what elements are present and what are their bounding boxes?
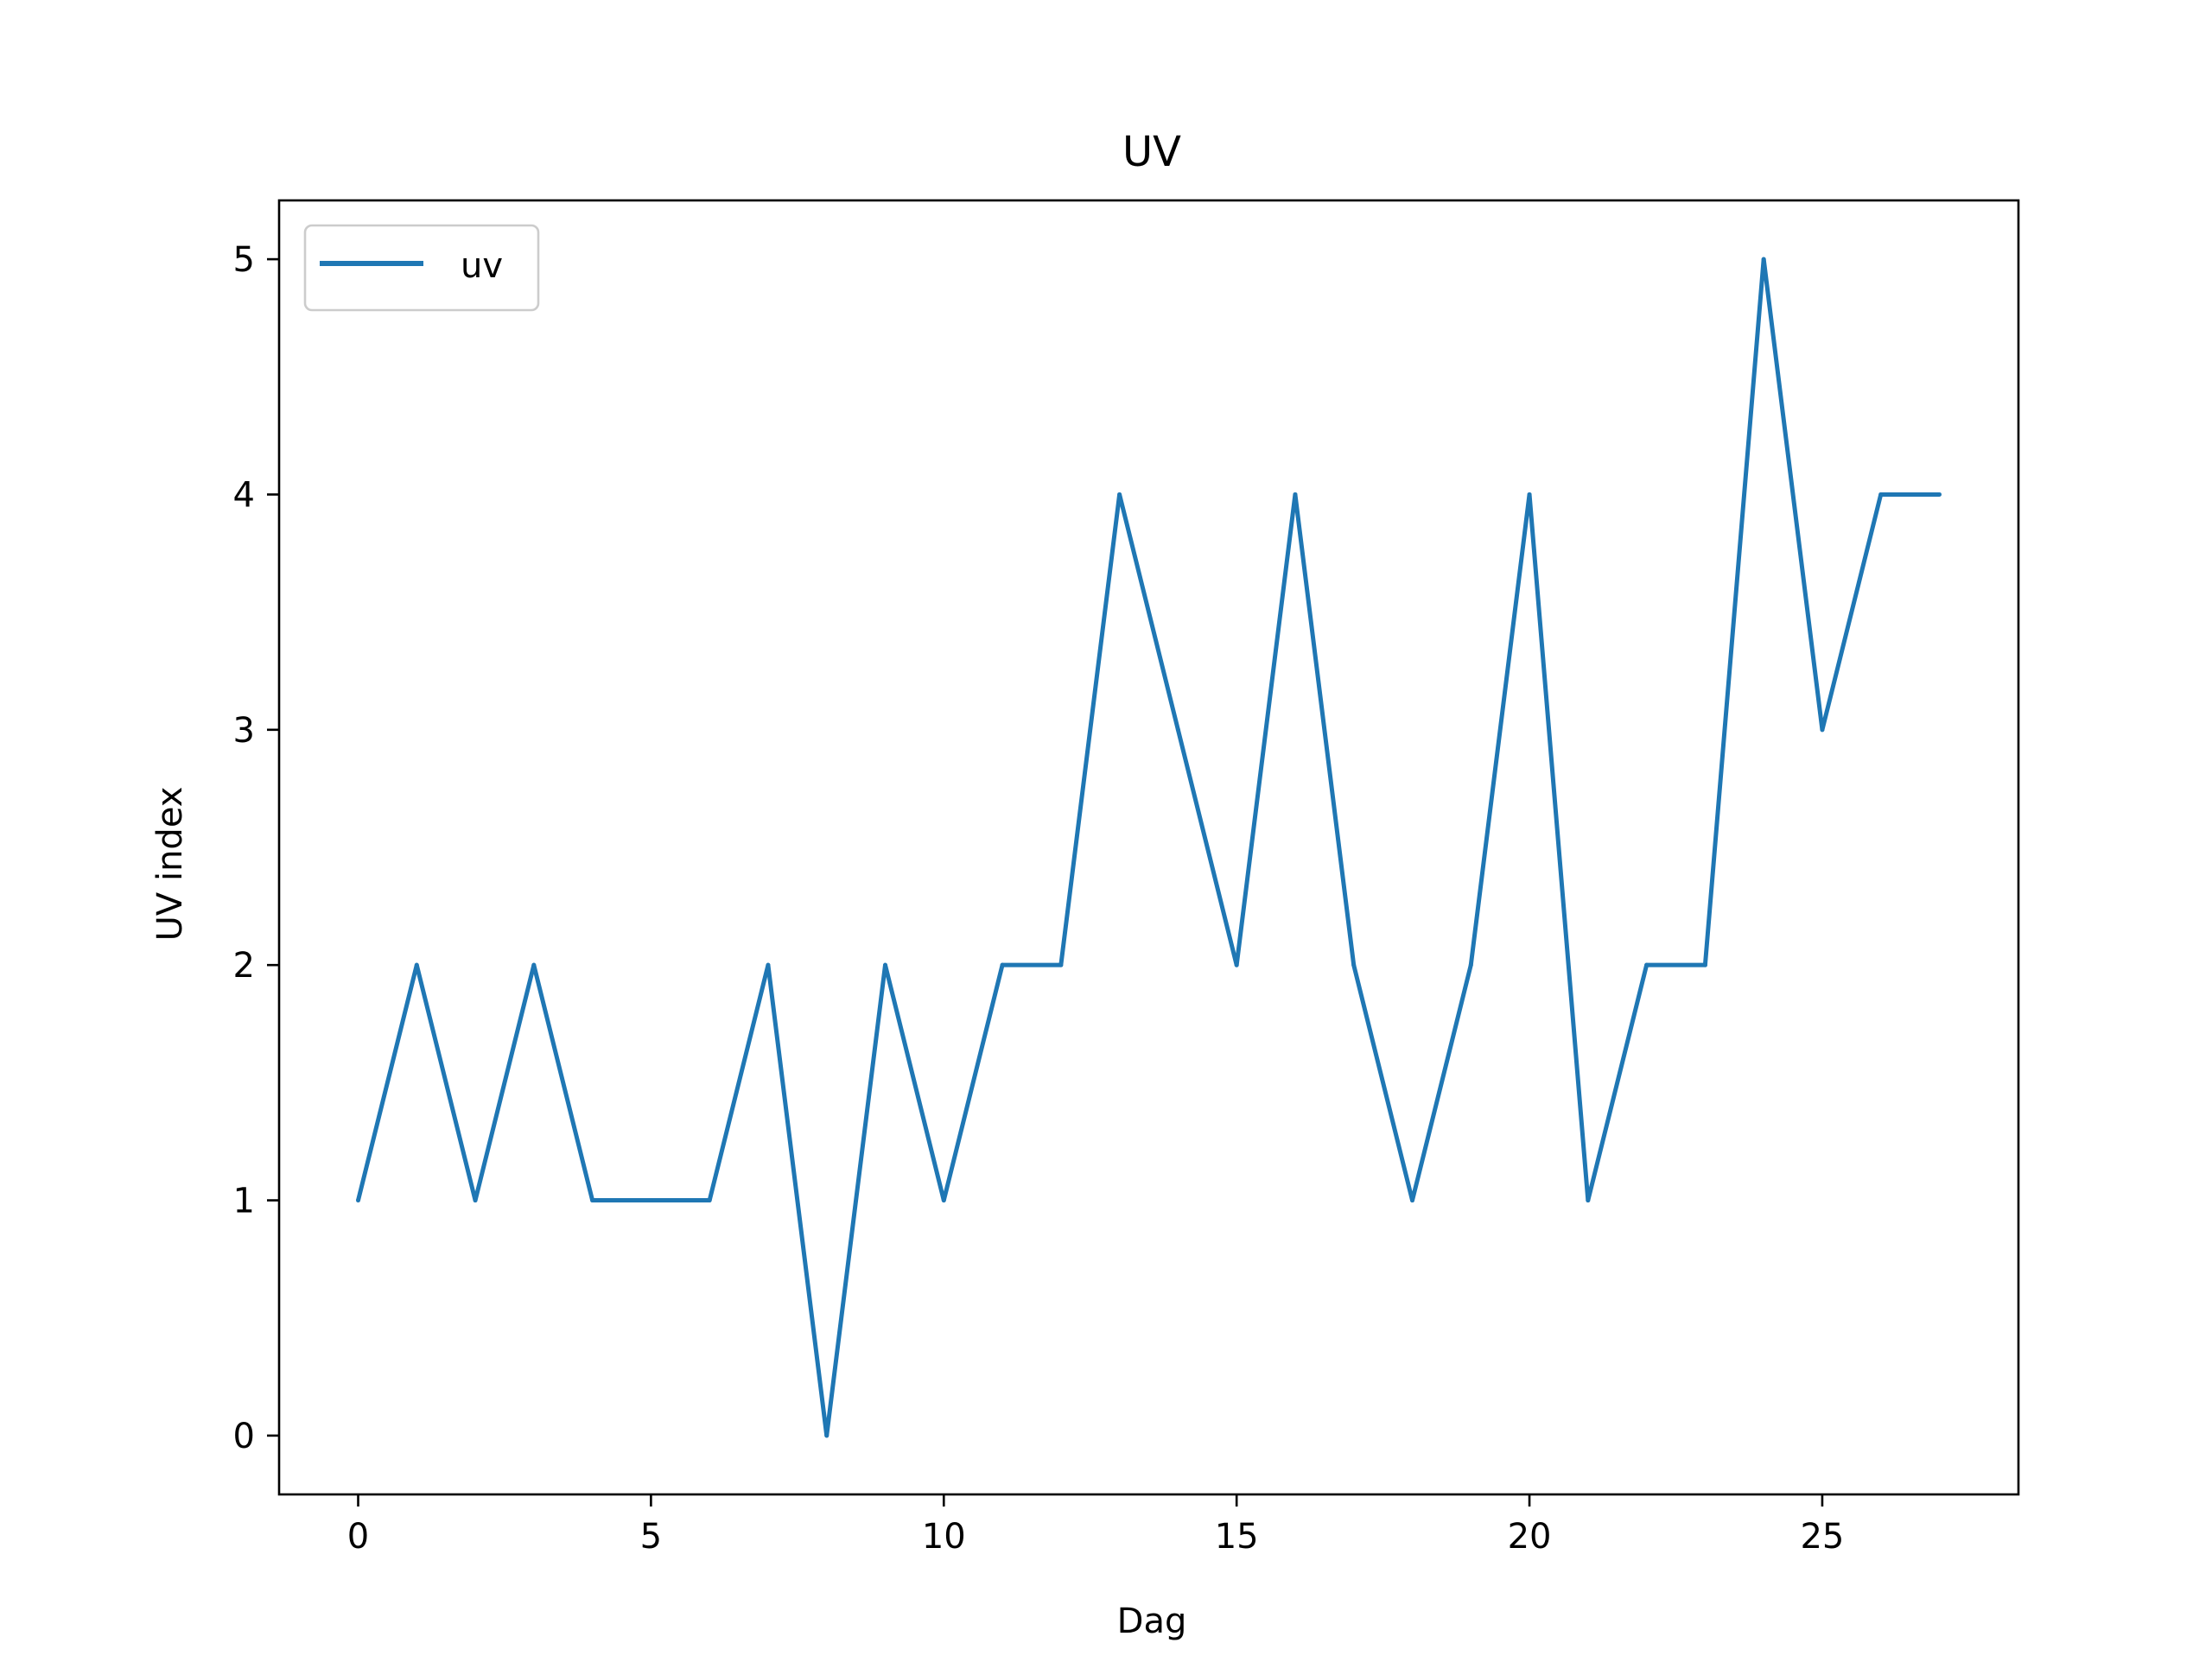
data-point	[1410, 1198, 1414, 1203]
data-point	[1234, 962, 1239, 967]
data-point	[707, 1198, 712, 1203]
y-tick-label: 5	[233, 240, 255, 280]
x-tick-label: 0	[347, 1517, 369, 1557]
data-point	[824, 1433, 830, 1438]
y-tick-label: 3	[233, 711, 255, 751]
data-point	[1586, 1198, 1591, 1203]
legend-label: uv	[461, 246, 503, 286]
data-point	[1293, 492, 1298, 497]
data-point	[1117, 492, 1122, 497]
data-point	[883, 962, 887, 967]
data-point	[1468, 962, 1473, 967]
x-tick-label: 15	[1215, 1517, 1259, 1557]
y-tick-label: 1	[233, 1182, 255, 1221]
x-axis: 0 5 10 15 20 25	[347, 1494, 1844, 1557]
legend: uv	[303, 224, 540, 312]
y-tick-label: 0	[233, 1417, 255, 1456]
y-axis: 0 1 2 3 4 5	[233, 240, 279, 1456]
x-tick-label: 20	[1508, 1517, 1552, 1557]
data-point	[648, 1198, 653, 1203]
legend-box	[303, 224, 540, 312]
data-point	[1351, 962, 1357, 967]
data-point	[414, 962, 419, 967]
data-point	[1878, 492, 1884, 497]
data-point	[531, 962, 537, 967]
data-point	[1937, 492, 1942, 497]
data-point	[1644, 962, 1649, 967]
data-point	[766, 962, 771, 967]
data-point	[590, 1198, 595, 1203]
data-point	[1058, 962, 1064, 967]
plot-area	[279, 200, 2018, 1494]
series-line-uv	[356, 257, 1940, 1438]
y-tick-label: 4	[233, 475, 255, 515]
x-tick-label: 5	[640, 1517, 662, 1557]
data-point	[356, 1198, 360, 1203]
data-point	[1761, 257, 1766, 262]
x-tick-label: 10	[922, 1517, 966, 1557]
y-axis-label: UV index	[150, 787, 190, 942]
x-tick-label: 25	[1800, 1517, 1844, 1557]
data-point	[1000, 962, 1005, 967]
data-point	[1175, 727, 1180, 733]
series-layer	[356, 257, 1942, 1438]
x-axis-label: Dag	[1117, 1602, 1187, 1641]
data-point	[1702, 962, 1707, 967]
data-point	[1527, 492, 1532, 497]
chart-title: UV	[1122, 128, 1181, 176]
data-point	[473, 1198, 478, 1203]
data-point	[1820, 727, 1825, 733]
data-point	[941, 1198, 946, 1203]
plot-frame	[277, 199, 2020, 1496]
y-tick-label: 2	[233, 946, 255, 986]
